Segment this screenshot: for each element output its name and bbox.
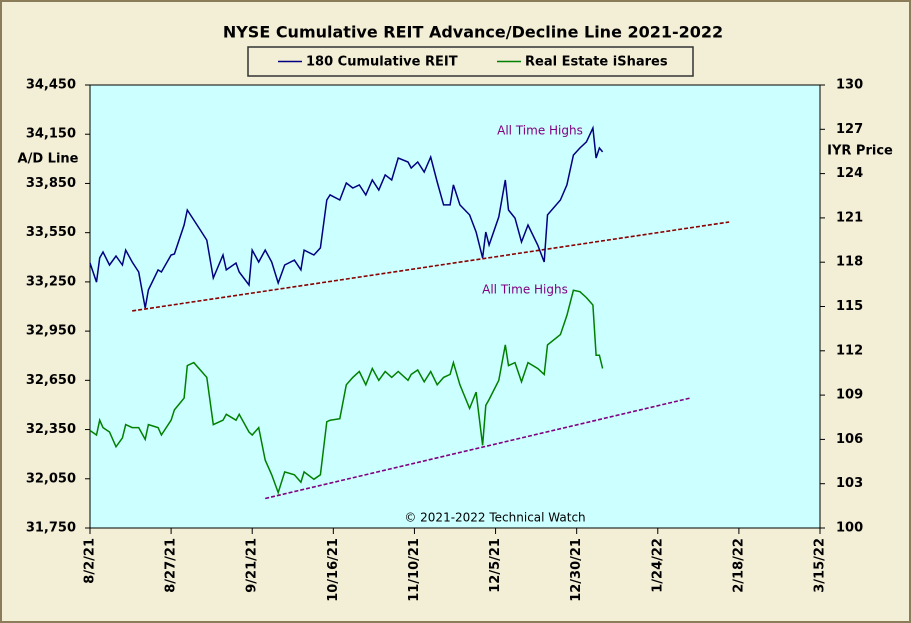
- chart-title: NYSE Cumulative REIT Advance/Decline Lin…: [223, 23, 723, 42]
- y2-axis-label: IYR Price: [827, 144, 893, 159]
- y-tick-label: 33,550: [26, 225, 76, 240]
- y2-tick-label: 130: [836, 78, 863, 93]
- y-tick-label: 34,150: [26, 127, 76, 142]
- x-tick-label: 11/10/21: [407, 538, 422, 602]
- y2-tick-label: 124: [836, 166, 863, 181]
- y-tick-label: 31,750: [26, 521, 76, 536]
- trend-line: [265, 397, 691, 500]
- x-tick-label: 3/15/22: [813, 538, 828, 593]
- x-tick-label: 12/30/21: [569, 538, 584, 602]
- y2-tick-label: 109: [836, 388, 863, 403]
- y-tick-label: 33,250: [26, 274, 76, 289]
- y2-tick-label: 127: [836, 122, 863, 137]
- series-line: [89, 125, 604, 309]
- y2-tick-label: 115: [836, 299, 863, 314]
- y-tick-label: 33,850: [26, 176, 76, 191]
- y-tick-label: 32,950: [26, 324, 76, 339]
- plot-area: [89, 84, 821, 529]
- annotation: All Time Highs: [482, 283, 568, 297]
- x-tick-label: 9/21/21: [245, 538, 260, 593]
- y-axis-label: A/D Line: [18, 152, 79, 167]
- x-tick-label: 1/24/22: [650, 538, 665, 593]
- x-tick-label: 2/18/22: [731, 538, 746, 593]
- y-tick-label: 32,350: [26, 422, 76, 437]
- y2-tick-label: 100: [836, 521, 863, 536]
- y2-tick-label: 112: [836, 343, 863, 358]
- series-line: [89, 289, 604, 495]
- y-tick-label: 32,650: [26, 373, 76, 388]
- y2-tick-label: 118: [836, 255, 863, 270]
- legend-label: 180 Cumulative REIT: [306, 55, 458, 70]
- legend-label: Real Estate iShares: [525, 55, 668, 70]
- x-tick-label: 10/16/21: [326, 538, 341, 602]
- x-tick-label: 8/27/21: [164, 538, 179, 593]
- y2-tick-label: 121: [836, 210, 863, 225]
- annotation: All Time Highs: [497, 124, 583, 138]
- x-tick-label: 8/2/21: [83, 538, 98, 584]
- y2-tick-label: 106: [836, 432, 863, 447]
- trend-line: [132, 221, 730, 312]
- y2-tick-label: 103: [836, 476, 863, 491]
- y-tick-label: 34,450: [26, 78, 76, 93]
- x-tick-label: 12/5/21: [488, 538, 503, 593]
- legend: [247, 46, 694, 77]
- credit: © 2021-2022 Technical Watch: [404, 511, 585, 525]
- y-tick-label: 32,050: [26, 471, 76, 486]
